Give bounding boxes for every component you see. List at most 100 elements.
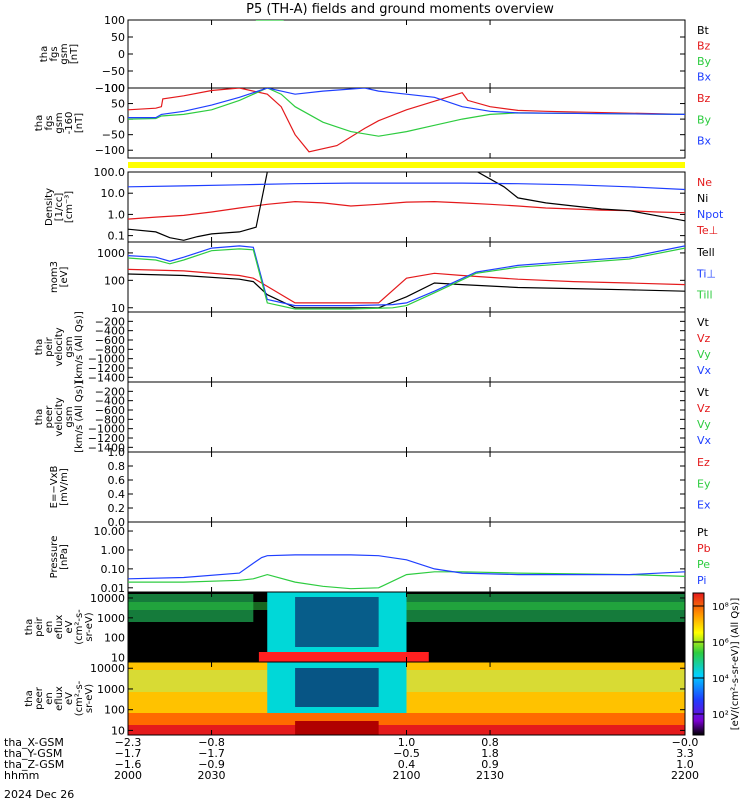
y-tick-label: 50: [111, 98, 125, 111]
legend-entry: Bx: [697, 135, 712, 148]
x-tick-label: 2200: [671, 769, 699, 782]
y-tick-label: −50: [102, 129, 125, 142]
x-tick-label: −1.7: [115, 747, 142, 760]
legend-entry: Vt: [697, 386, 710, 399]
y-axis-label: mom3[eV]: [49, 261, 70, 293]
series-Pi: [128, 554, 685, 580]
y-tick-label: 100: [104, 14, 125, 27]
y-tick-label: 10.00: [94, 525, 126, 538]
legend-entry: Pe: [697, 558, 710, 571]
x-tick-label: −1.6: [115, 758, 142, 771]
legend-entry: Ne: [697, 176, 712, 189]
x-tick-label: 2100: [393, 769, 421, 782]
x-axis-row-label: tha_Y-GSM: [4, 747, 62, 760]
x-axis-row-label: tha_X-GSM: [4, 736, 64, 749]
panel-fgs: 100 50 0 −50 −100 thafgsgsm[nT] Bt Bz By Bx: [39, 14, 712, 95]
y-tick-label: 0.01: [101, 582, 126, 595]
legend-entry: Ey: [697, 477, 711, 490]
colorbar-label: [eV/(cm²-s-sr-eV)] (All Qs)]: [730, 598, 741, 731]
y-tick-label: 1000: [97, 247, 125, 260]
panel-frame: [127, 381, 686, 453]
legend-entry: Vt: [697, 316, 710, 329]
series-Ti⊥: [128, 245, 685, 307]
panel-density: 100.0 10.0 1.0 0.1 Density[1/cc][cm⁻³] Ne Ni Np…: [44, 166, 724, 243]
legend-entry: Pt: [697, 526, 709, 539]
y-tick-label: −600: [95, 404, 125, 417]
x-tick-label: −2.3: [115, 736, 142, 749]
y-tick-label: −100: [95, 144, 125, 157]
x-tick-label: 1.0: [676, 758, 694, 771]
y-tick-label: 0.8: [108, 460, 126, 473]
x-axis-row-label: tha_Z-GSM: [4, 758, 64, 771]
y-tick-label: −200: [95, 315, 125, 328]
y-tick-label: 10: [111, 652, 125, 665]
colorbar-tick-label: 10²: [712, 710, 729, 721]
y-tick-label: −600: [95, 334, 125, 347]
spectrogram-peer_en: [128, 662, 685, 735]
legend-entry: Vx: [697, 434, 712, 447]
panel-peir_en: 10000 1000 100 10 thapeirenefluxeV(cm²-s-sr-…: [24, 591, 686, 665]
x-tick-label: 2130: [476, 769, 504, 782]
y-tick-label: 1000: [97, 612, 125, 625]
x-tick-label: 0.9: [481, 758, 499, 771]
legend-entry: Vz: [697, 332, 711, 345]
y-tick-label: 0.0: [108, 516, 126, 529]
series-Tell: [128, 273, 685, 309]
y-tick-label: −1200: [88, 362, 125, 375]
y-tick-label: −1400: [88, 371, 125, 384]
legend-entry: Vx: [697, 364, 712, 377]
y-tick-label: 100: [104, 82, 125, 95]
series-Te⊥: [128, 268, 685, 304]
x-axis-row-label: hhmm: [4, 769, 39, 782]
y-tick-label: −1000: [88, 353, 125, 366]
y-tick-label: 10000: [90, 592, 125, 605]
spectrogram-peir_en: [128, 592, 685, 662]
y-tick-label: −200: [95, 385, 125, 398]
y-tick-label: 0.1: [108, 230, 126, 243]
y-axis-label: E=−VxB[mV/m]: [49, 466, 70, 509]
panel-temp: 1000 100 10 mom3[eV] Tell Ti⊥ Till: [49, 241, 716, 315]
legend-entry: Bz: [697, 40, 711, 53]
legend-entry: Ti⊥: [696, 267, 716, 280]
y-tick-label: −800: [95, 343, 125, 356]
y-tick-label: −1200: [88, 432, 125, 445]
y-tick-label: 1.0: [108, 208, 126, 221]
series-By: [128, 88, 685, 137]
x-tick-label: 1.0: [398, 736, 416, 749]
y-tick-label: 10: [111, 724, 125, 737]
x-tick-label: −0.0: [672, 736, 699, 749]
series-Bx: [128, 88, 685, 119]
x-tick-label: 2000: [114, 769, 142, 782]
panel-frame: [127, 311, 686, 383]
legend-entry: Vz: [697, 402, 711, 415]
x-tick-label: 2030: [198, 769, 226, 782]
panel-pressure: 10.00 1.00 0.10 0.01 Pressure[nPa] Pt Pb Pe Pi: [49, 521, 711, 595]
y-tick-label: −400: [95, 325, 125, 338]
y-tick-label: 50: [111, 31, 125, 44]
y-axis-label: thapeirvelocitygsm[km/s (All Qs)]: [34, 311, 85, 383]
y-tick-label: 1000: [97, 683, 125, 696]
x-tick-label: −0.8: [198, 736, 225, 749]
y-axis-label: thapeirenefluxeV(cm²-s-sr-eV): [24, 609, 95, 645]
panel-efield: 1.00.80.60.40.20.0 E=−VxB[mV/m] Ez Ey Ex: [49, 446, 711, 529]
x-tick-label: 0.4: [398, 758, 416, 771]
y-tick-label: −50: [102, 65, 125, 78]
legend-entry: Npot: [697, 208, 724, 221]
legend-entry: Te⊥: [696, 224, 718, 237]
chart-title: P5 (TH-A) fields and ground moments over…: [246, 2, 554, 17]
legend-entry: By: [697, 55, 712, 68]
y-tick-label: 0: [118, 113, 125, 126]
y-tick-label: −100: [95, 82, 125, 95]
y-tick-label: 1.00: [101, 544, 126, 557]
y-tick-label: 0: [118, 48, 125, 61]
panel-fgs_dsl: 100 50 0 −50 −100 thafgsgsm-160[nT] Bz By Bx: [34, 82, 712, 159]
y-axis-label: thapeerenefluxeV(cm²-s-sr-eV): [24, 680, 95, 716]
y-tick-label: 100: [104, 632, 125, 645]
y-tick-label: 100: [104, 274, 125, 287]
panel-peer_vel: −200−400−600−800−1000−1200−1400thapeerve…: [34, 381, 712, 454]
legend-entry: Bx: [697, 71, 712, 84]
y-tick-label: 10000: [90, 662, 125, 675]
y-axis-label: thafgsgsm[nT]: [39, 43, 80, 64]
legend-entry: Vy: [697, 348, 711, 361]
